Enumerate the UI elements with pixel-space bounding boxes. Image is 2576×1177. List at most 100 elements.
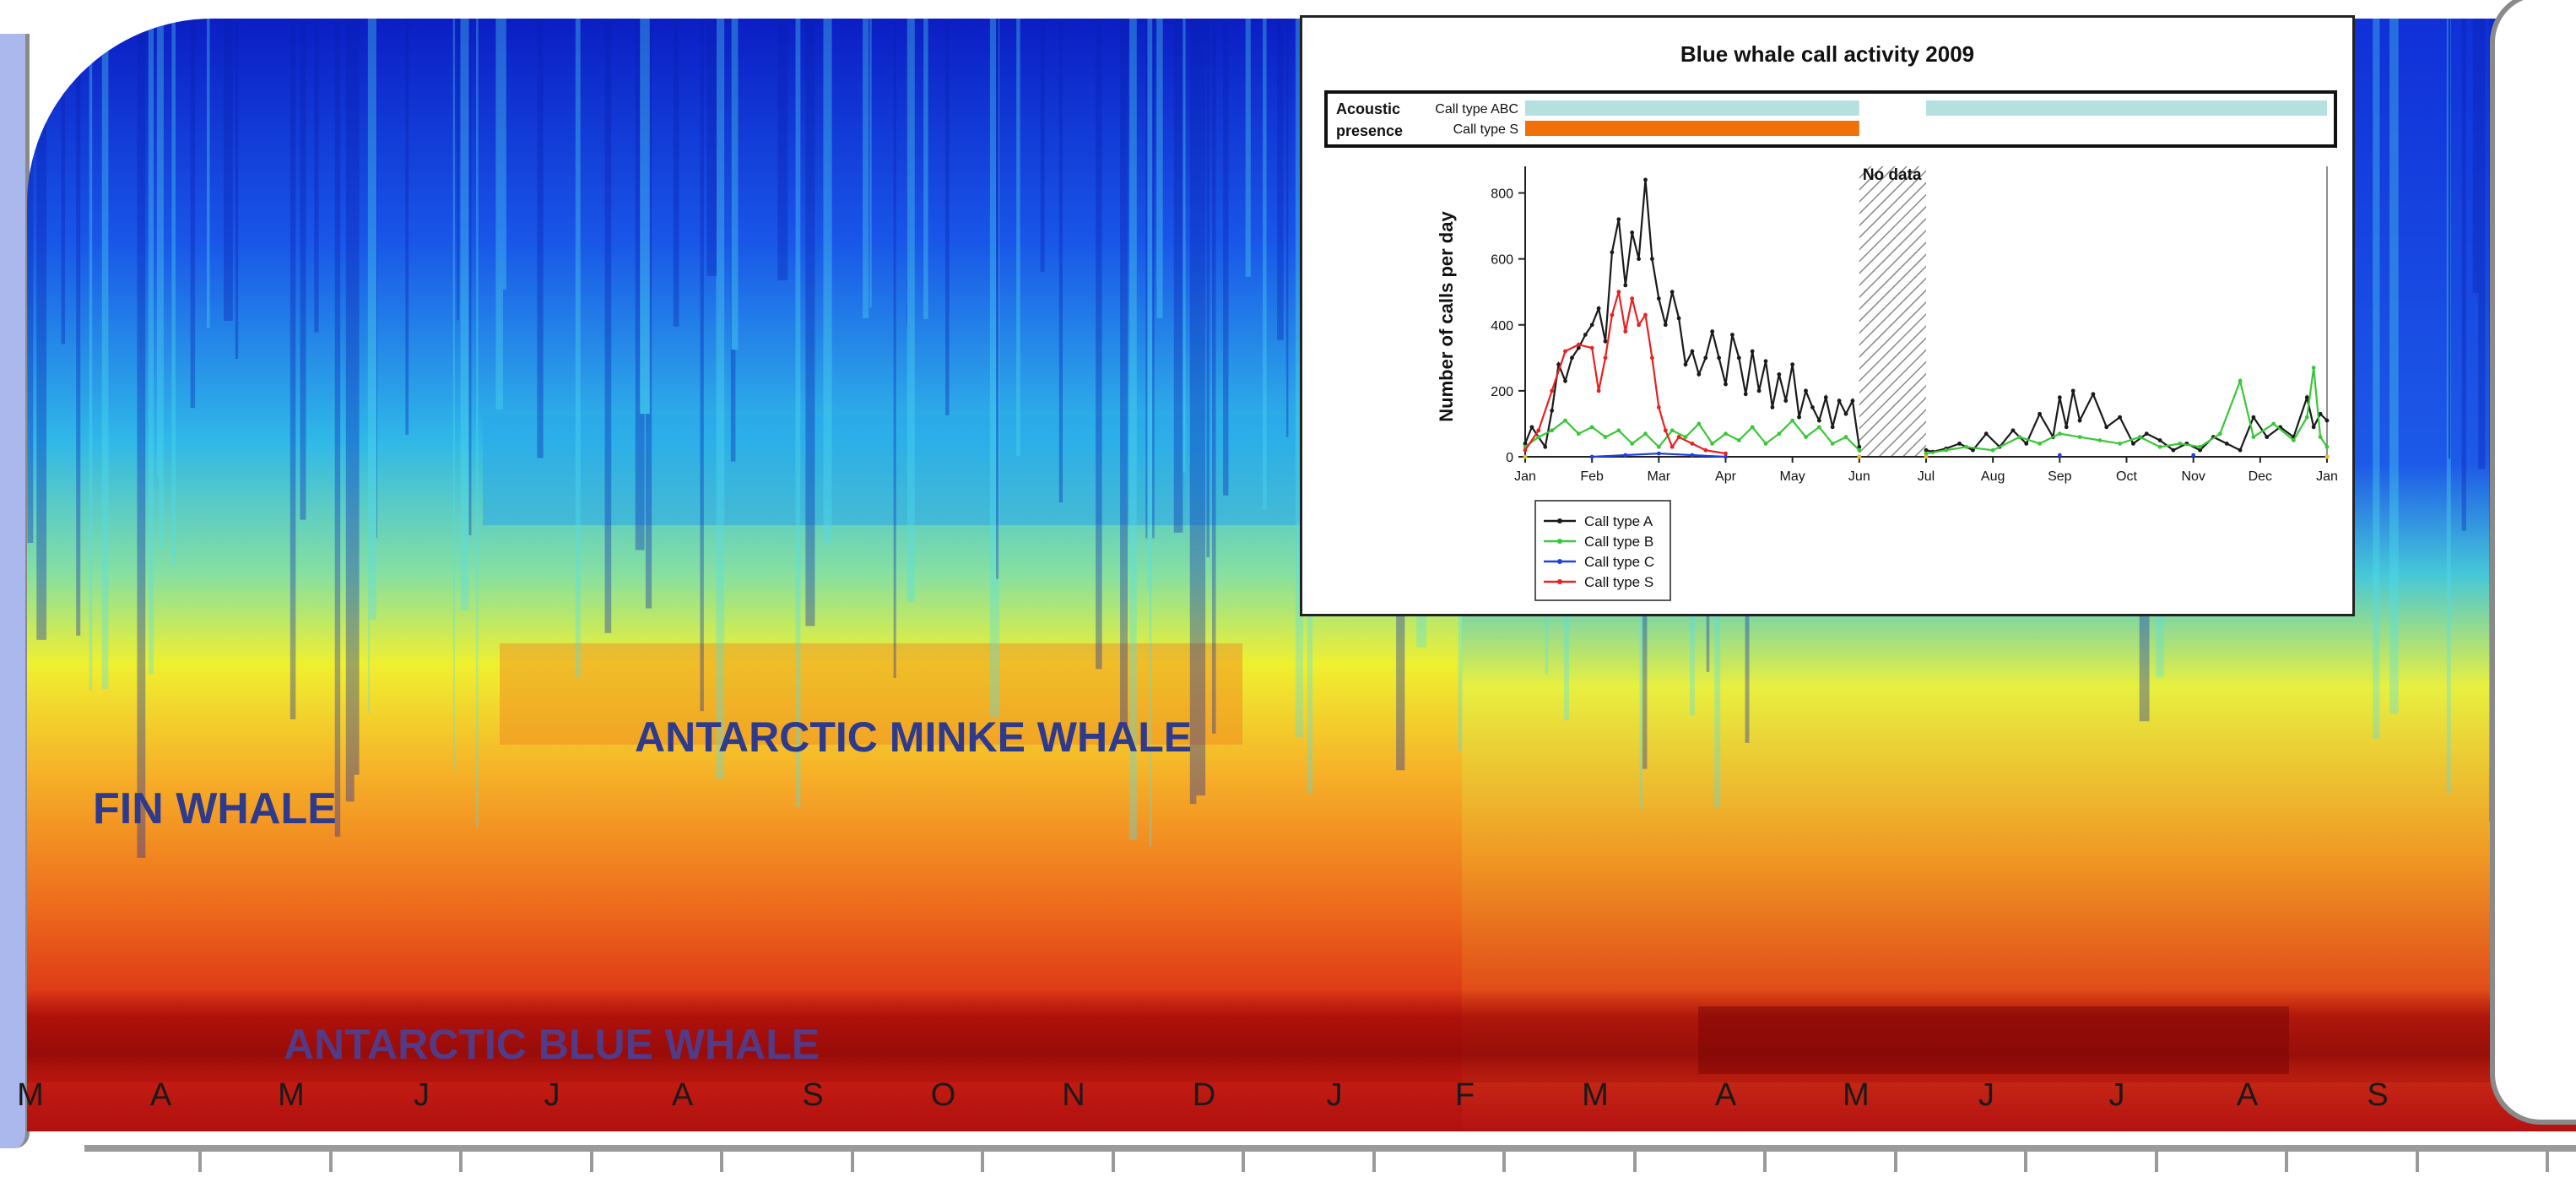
- series-point: [1676, 316, 1681, 321]
- series-point: [1550, 408, 1555, 413]
- spectrogram-streak: [1223, 19, 1229, 496]
- no-data-region: [1859, 166, 1926, 457]
- series-point: [1630, 441, 1635, 446]
- series-point: [1944, 447, 1949, 453]
- series-point: [1777, 372, 1782, 377]
- spectrogram-streak: [795, 19, 801, 808]
- series-point: [1990, 447, 1995, 453]
- series-point: [2038, 411, 2042, 416]
- series-point: [1563, 349, 1567, 354]
- series-point: [1797, 415, 1801, 420]
- spectrogram-streak: [345, 19, 354, 802]
- spectrogram-streak: [1145, 19, 1155, 539]
- month-label: O: [930, 1077, 956, 1113]
- spectrogram-streak: [777, 19, 788, 280]
- x-tick-label: Jul: [1918, 469, 1935, 484]
- spectrogram-streak: [159, 19, 164, 548]
- spectrogram-streak: [460, 19, 469, 611]
- series-point: [1830, 441, 1835, 446]
- series-point: [1603, 435, 1608, 439]
- series-line: [1524, 419, 1860, 451]
- series-point: [1670, 290, 1675, 295]
- series-point: [1857, 444, 1862, 449]
- series-point: [1783, 399, 1789, 403]
- series-point: [1850, 399, 1855, 403]
- x-tick-label: Feb: [1580, 469, 1604, 484]
- x-tick-label: Aug: [1981, 469, 2005, 484]
- axis-tick: [198, 1150, 202, 1172]
- legend-label: Call type A: [1584, 513, 1653, 529]
- axis-tick: [2546, 1150, 2549, 1172]
- series-point: [1750, 349, 1755, 354]
- series-point: [2198, 447, 2202, 453]
- series-point: [2271, 421, 2276, 426]
- series-point: [1576, 431, 1581, 437]
- series-point: [1616, 290, 1621, 295]
- spectrogram-streak: [206, 19, 210, 328]
- series-point: [2311, 425, 2316, 430]
- series-point: [2304, 415, 2309, 420]
- x-tick-label: Jun: [1848, 469, 1870, 484]
- spectrogram-streak: [290, 19, 296, 719]
- spectrogram-streak: [235, 19, 239, 359]
- spectrogram-streak: [1147, 19, 1153, 591]
- series-point: [1857, 447, 1862, 453]
- series-point: [2217, 431, 2222, 437]
- series-point: [1663, 323, 1668, 328]
- series-point: [2091, 392, 2096, 397]
- x-tick-label: Nov: [2181, 469, 2205, 484]
- series-point: [2131, 441, 2135, 446]
- spectrogram-streak: [457, 19, 459, 321]
- series-point: [1523, 441, 1528, 446]
- series-point: [1656, 451, 1661, 456]
- spectrogram-streak: [2461, 19, 2466, 531]
- series-point: [1643, 312, 1648, 317]
- series-point: [1777, 431, 1782, 437]
- spectrogram-streak: [716, 19, 725, 779]
- series-point: [1563, 418, 1567, 423]
- series-point: [1616, 217, 1621, 222]
- axis-tick: [1893, 1150, 1897, 1172]
- series-point: [1630, 296, 1635, 301]
- right-slide-panel: [2490, 0, 2576, 1125]
- axis-tick: [328, 1150, 333, 1172]
- acoustic-label-top: Acoustic: [1336, 100, 1400, 117]
- month-label: S: [802, 1077, 824, 1113]
- series-point: [1924, 451, 1929, 456]
- y-tick-label: 0: [1506, 451, 1513, 465]
- series-point: [2057, 395, 2062, 400]
- series-point: [2137, 435, 2142, 439]
- series-point: [2064, 425, 2069, 430]
- spectrogram-streak: [604, 19, 612, 633]
- spectrogram-streak: [1156, 19, 1163, 318]
- series-point: [2324, 454, 2330, 459]
- spectrogram-streak: [1040, 19, 1045, 273]
- spectrogram-streak: [869, 19, 872, 308]
- series-point: [1523, 447, 1528, 453]
- spectrogram-streak: [334, 19, 341, 837]
- spectrogram-streak: [893, 19, 896, 679]
- spectrogram-streak: [27, 19, 34, 543]
- series-point: [2318, 411, 2323, 416]
- spectrogram-streak: [640, 19, 650, 415]
- axis-tick: [1763, 1150, 1767, 1172]
- series-point: [1697, 372, 1702, 377]
- series-point: [1703, 447, 1708, 453]
- series-point: [1656, 444, 1661, 449]
- series-point: [1637, 257, 1641, 262]
- month-label: M: [1843, 1077, 1870, 1113]
- spectrogram-streak: [805, 19, 815, 626]
- spectrogram-streak: [730, 19, 736, 462]
- spectrogram-streak: [2446, 19, 2451, 795]
- axis-tick: [850, 1150, 854, 1172]
- x-tick-label: Jan: [1514, 469, 1536, 484]
- legend-label: Call type C: [1584, 554, 1654, 570]
- spectrogram-streak: [368, 19, 376, 620]
- series-point: [1983, 431, 1989, 437]
- no-data-label: No data: [1863, 166, 1922, 184]
- series-point: [2097, 438, 2102, 442]
- month-label: S: [2367, 1077, 2389, 1113]
- series-point: [1543, 444, 1548, 449]
- series-point: [1536, 435, 1541, 439]
- series-point: [1756, 388, 1762, 393]
